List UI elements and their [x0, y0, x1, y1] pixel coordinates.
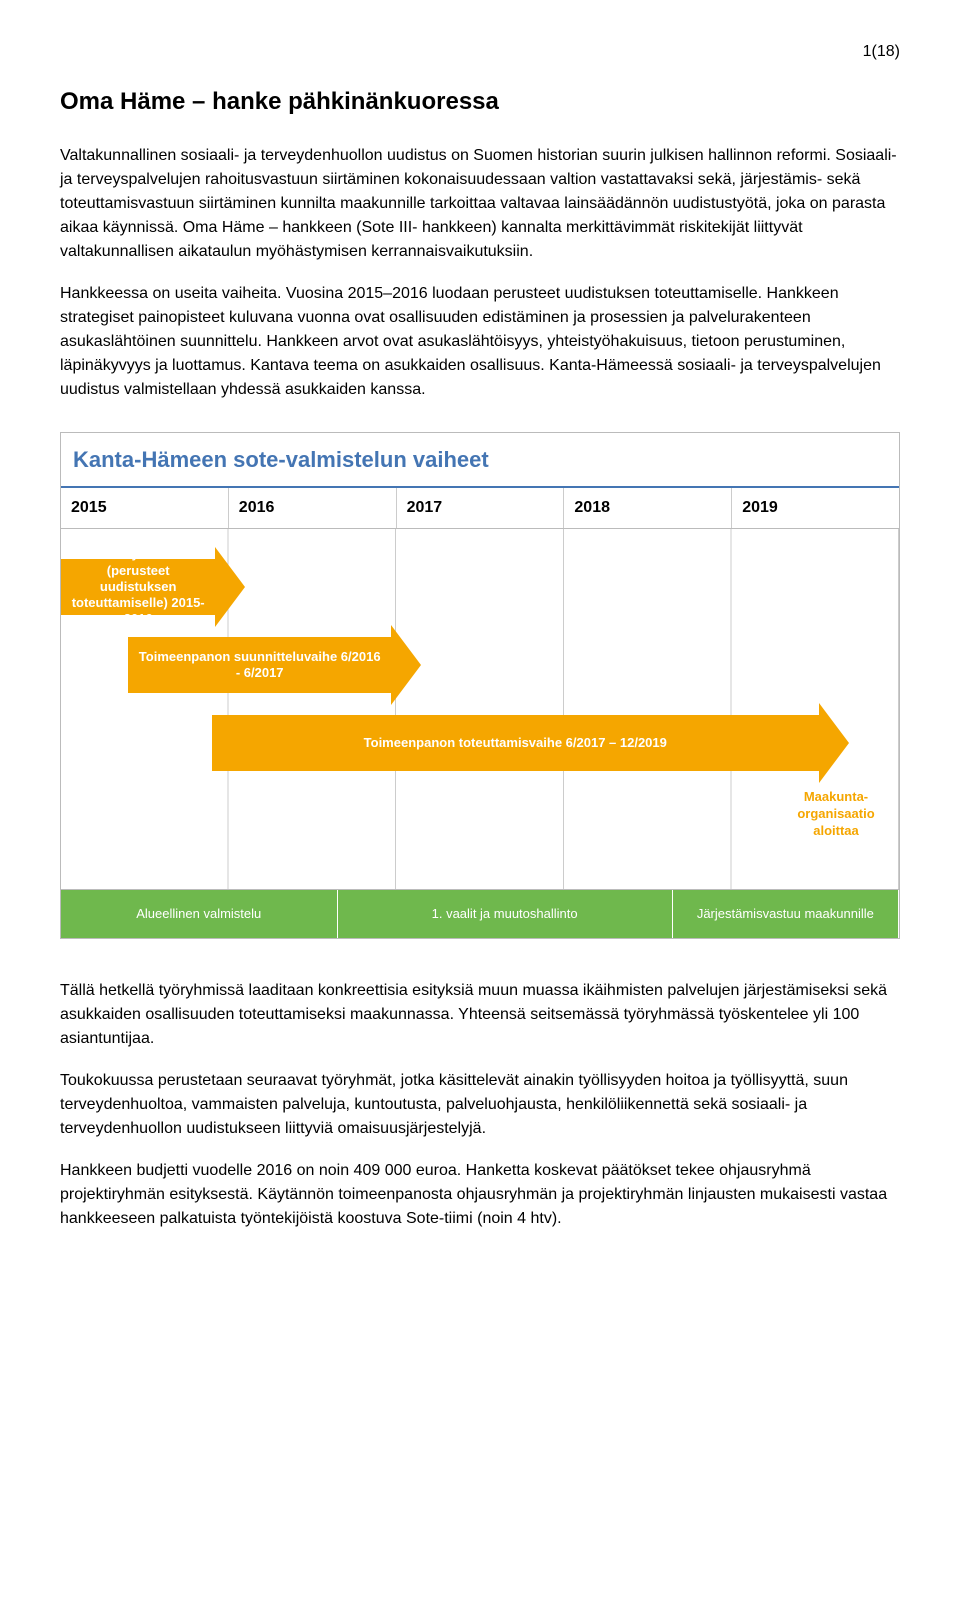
year-cell: 2015: [61, 488, 229, 528]
paragraph-2: Hankkeessa on useita vaiheita. Vuosina 2…: [60, 282, 900, 402]
maakunta-label: Maakunta-organisaatioaloittaa: [781, 789, 891, 840]
page-title: Oma Häme – hanke pähkinänkuoressa: [60, 84, 900, 120]
bottom-phase-cell: Alueellinen valmistelu: [61, 890, 338, 938]
year-header-row: 2015 2016 2017 2018 2019: [61, 488, 899, 529]
arrow-label: Toimeenpanon toteuttamisvaihe 6/2017 – 1…: [212, 715, 819, 771]
year-cell: 2016: [229, 488, 397, 528]
paragraph-3: Tällä hetkellä työryhmissä laaditaan kon…: [60, 979, 900, 1051]
year-cell: 2017: [397, 488, 565, 528]
chart-body: Selvitysvaihe (perusteet uudistuksen tot…: [61, 529, 899, 889]
year-cell: 2018: [564, 488, 732, 528]
arrow-head-icon: [215, 547, 245, 627]
page-number: 1(18): [60, 40, 900, 64]
chart-title: Kanta-Hämeen sote-valmistelun vaiheet: [73, 447, 489, 472]
paragraph-4: Toukokuussa perustetaan seuraavat työryh…: [60, 1069, 900, 1141]
timeline-arrow: Selvitysvaihe (perusteet uudistuksen tot…: [61, 547, 245, 627]
arrow-label: Selvitysvaihe (perusteet uudistuksen tot…: [61, 559, 215, 615]
paragraph-5: Hankkeen budjetti vuodelle 2016 on noin …: [60, 1159, 900, 1231]
timeline-chart: Kanta-Hämeen sote-valmistelun vaiheet 20…: [60, 432, 900, 939]
bottom-phase-cell: 1. vaalit ja muutoshallinto: [338, 890, 673, 938]
bottom-phase-row: Alueellinen valmistelu1. vaalit ja muuto…: [61, 889, 899, 938]
timeline-arrow: Toimeenpanon toteuttamisvaihe 6/2017 – 1…: [212, 703, 849, 783]
timeline-arrow: Toimeenpanon suunnitteluvaihe 6/2016 - 6…: [128, 625, 421, 705]
bottom-phase-cell: Järjestämisvastuu maakunnille: [673, 890, 899, 938]
arrow-head-icon: [819, 703, 849, 783]
year-cell: 2019: [732, 488, 899, 528]
chart-title-bar: Kanta-Hämeen sote-valmistelun vaiheet: [61, 433, 899, 488]
arrow-head-icon: [391, 625, 421, 705]
arrow-label: Toimeenpanon suunnitteluvaihe 6/2016 - 6…: [128, 637, 391, 693]
paragraph-1: Valtakunnallinen sosiaali- ja terveydenh…: [60, 144, 900, 264]
